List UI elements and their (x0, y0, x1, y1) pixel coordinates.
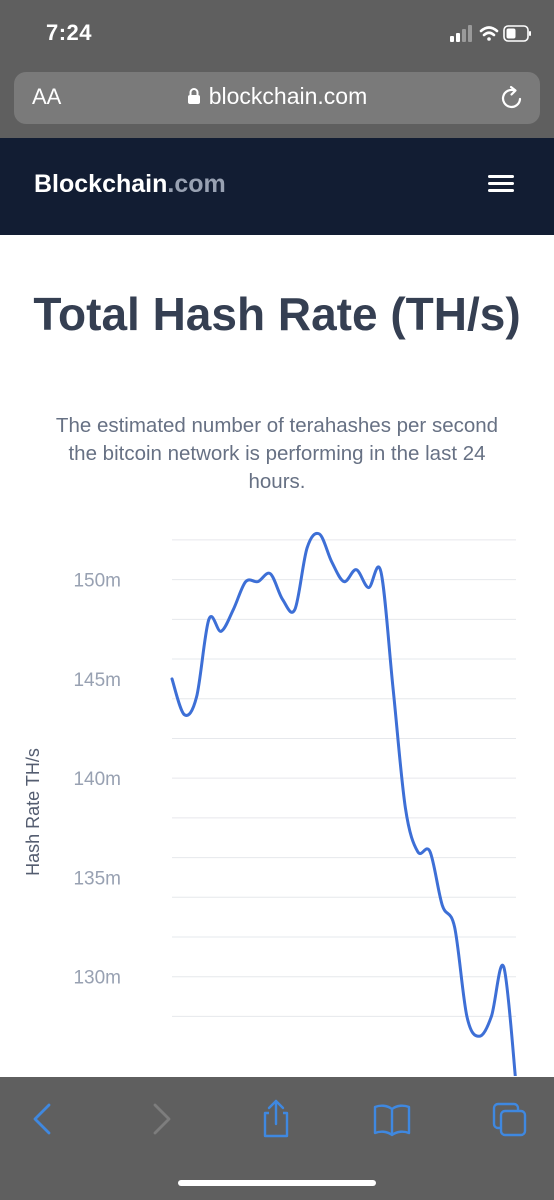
y-tick-label-0: 130m (73, 968, 121, 989)
text-size-button[interactable]: AA (32, 84, 62, 109)
chart-gridlines (172, 539, 516, 1017)
url-display[interactable]: blockchain.com (14, 83, 540, 110)
address-bar[interactable]: AA blockchain.com (14, 72, 540, 124)
status-icons (450, 25, 531, 42)
share-icon[interactable] (256, 1099, 296, 1139)
tabs-icon[interactable] (490, 1099, 530, 1139)
logo-tld: .com (167, 170, 226, 198)
page-subtitle: The estimated number of terahashes per s… (55, 414, 499, 493)
battery-icon (503, 25, 531, 42)
y-axis-ticks: 130m 135m 140m 145m 150m (73, 571, 121, 989)
back-icon[interactable] (22, 1099, 62, 1139)
hash-rate-chart: 130m 135m 140m 145m 150m Hash Rate TH/s (23, 531, 517, 1076)
browser-bar: AA blockchain.com (0, 64, 554, 138)
y-tick-label-3: 145m (73, 670, 121, 691)
site-header: Blockchain.com (0, 138, 554, 235)
site-logo[interactable]: Blockchain.com (34, 170, 226, 199)
status-bar: 7:24 (0, 0, 554, 64)
hamburger-menu-icon[interactable] (488, 175, 514, 195)
bottom-toolbar (0, 1077, 554, 1200)
status-time: 7:24 (46, 20, 93, 45)
lock-icon (187, 88, 200, 104)
bookmarks-icon[interactable] (372, 1099, 412, 1139)
series-line (170, 531, 517, 1076)
forward-icon[interactable] (142, 1099, 182, 1139)
cellular-signal-icon (450, 25, 472, 42)
url-text: blockchain.com (208, 83, 368, 109)
y-tick-label-4: 150m (73, 571, 121, 592)
logo-main: Blockchain (34, 170, 168, 198)
y-axis-label: Hash Rate TH/s (23, 748, 43, 876)
home-indicator (178, 1180, 376, 1186)
y-tick-label-2: 140m (73, 769, 121, 790)
reload-icon[interactable] (498, 84, 526, 112)
wifi-icon (479, 26, 499, 41)
page-title: Total Hash Rate (TH/s) (33, 288, 521, 340)
y-tick-label-1: 135m (73, 868, 121, 889)
